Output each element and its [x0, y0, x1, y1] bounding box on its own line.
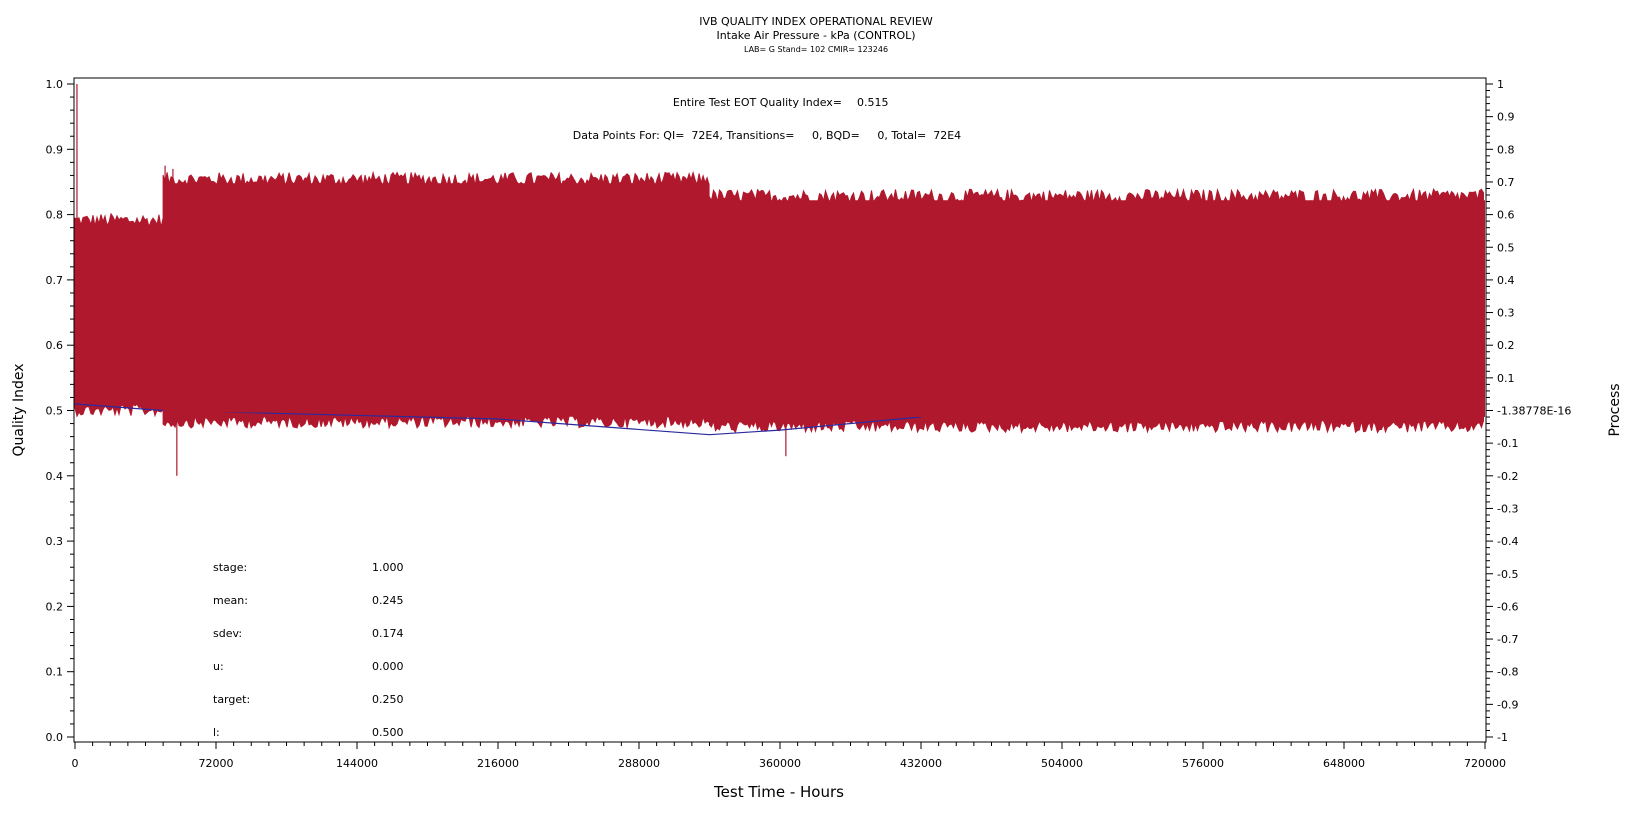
x-tick-label-3: 216000: [477, 757, 519, 770]
y2-tick-label-11: 0.1: [1497, 372, 1515, 385]
stat-value-0: 1.000: [372, 561, 404, 574]
band-core-2: [709, 200, 1485, 417]
y2-tick-label-1: -0.9: [1497, 698, 1518, 711]
x-axis: 0 72000 144000 216000 288000 360000 432000 5040…: [72, 742, 1506, 770]
y2-tick-label-20: 1: [1497, 78, 1504, 91]
band-core-0: [75, 224, 164, 401]
x-axis-label: Test Time - Hours: [713, 783, 844, 801]
stat-value-5: 0.500: [372, 726, 404, 739]
x-tick-label-2: 144000: [336, 757, 378, 770]
y2-tick-label-5: -0.5: [1497, 568, 1518, 581]
x-tick-label-1: 72000: [199, 757, 234, 770]
y2-tick-label-12: 0.2: [1497, 339, 1515, 352]
y2-tick-label-17: 0.7: [1497, 176, 1515, 189]
eot-quality-index-value: 0.515: [857, 96, 889, 109]
stat-label-1: mean:: [213, 594, 248, 607]
stat-value-1: 0.245: [372, 594, 404, 607]
y-tick-label-3: 0.3: [46, 535, 64, 548]
band-core-1: [163, 183, 710, 413]
stat-label-4: target:: [213, 693, 250, 706]
stat-label-3: u:: [213, 660, 224, 673]
stat-value-3: 0.000: [372, 660, 404, 673]
data-layer: [74, 84, 1485, 476]
y-tick-label-8: 0.8: [46, 209, 64, 222]
x-tick-label-7: 504000: [1041, 757, 1083, 770]
y-tick-label-7: 0.7: [46, 274, 64, 287]
y2-tick-label-15: 0.5: [1497, 241, 1515, 254]
y-tick-label-10: 1.0: [46, 78, 64, 91]
chart-title: IVB QUALITY INDEX OPERATIONAL REVIEW: [699, 15, 933, 28]
y2-tick-label-19: 0.9: [1497, 111, 1515, 124]
x-tick-label-4: 288000: [618, 757, 660, 770]
y-tick-label-4: 0.4: [46, 470, 64, 483]
data-points-summary: Data Points For: QI= 72E4, Transitions= …: [573, 129, 961, 142]
stat-label-2: sdev:: [213, 627, 242, 640]
stat-value-2: 0.174: [372, 627, 404, 640]
eot-quality-index-label: Entire Test EOT Quality Index=: [673, 96, 842, 109]
x-tick-label-6: 432000: [900, 757, 942, 770]
chart-subtitle-2: LAB= G Stand= 102 CMIR= 123246: [744, 45, 888, 54]
y2-tick-label-16: 0.6: [1497, 209, 1515, 222]
x-tick-label-10: 720000: [1464, 757, 1506, 770]
x-tick-label-9: 648000: [1323, 757, 1365, 770]
y-tick-label-9: 0.9: [46, 143, 64, 156]
x-tick-label-5: 360000: [759, 757, 801, 770]
y-axis: 0.0 0.1 0.2 0.3 0.4 0.5 0.6 0.7 0.8 0.9 1.0: [46, 78, 74, 744]
stats-block: stage: 1.000 mean: 0.245 sdev: 0.174 u: 0.000 ta…: [213, 561, 404, 739]
y2-tick-label-9: -0.1: [1497, 437, 1518, 450]
y2-tick-label-10: -1.38778E-16: [1497, 405, 1571, 418]
x-tick-label-0: 0: [72, 757, 79, 770]
y2-tick-label-18: 0.8: [1497, 143, 1515, 156]
y2-tick-label-7: -0.3: [1497, 502, 1518, 515]
y-tick-label-2: 0.2: [46, 600, 64, 613]
y2-tick-label-6: -0.4: [1497, 535, 1518, 548]
y2-tick-label-14: 0.4: [1497, 274, 1515, 287]
y2-tick-label-8: -0.2: [1497, 470, 1518, 483]
stat-label-0: stage:: [213, 561, 247, 574]
y-axis-label: Quality Index: [11, 363, 27, 456]
y-tick-label-0: 0.0: [46, 731, 64, 744]
y2-axis-label: Process: [1607, 383, 1623, 436]
chart-subtitle: Intake Air Pressure - kPa (CONTROL): [716, 29, 915, 42]
x-tick-label-8: 576000: [1182, 757, 1224, 770]
y-tick-label-6: 0.6: [46, 339, 64, 352]
y2-tick-label-4: -0.6: [1497, 600, 1518, 613]
stat-label-5: l:: [213, 726, 220, 739]
y-tick-label-5: 0.5: [46, 405, 64, 418]
y2-tick-label-0: -1: [1497, 731, 1508, 744]
y2-tick-label-3: -0.7: [1497, 633, 1518, 646]
y2-axis: -1 -0.9 -0.8 -0.7 -0.6 -0.5 -0.4 -0.3 -0.2 -0.1 -1…: [1486, 78, 1571, 744]
stat-value-4: 0.250: [372, 693, 404, 706]
y2-tick-label-2: -0.8: [1497, 666, 1518, 679]
y-tick-label-1: 0.1: [46, 666, 64, 679]
process-line: [74, 403, 922, 436]
y2-tick-label-13: 0.3: [1497, 307, 1515, 320]
